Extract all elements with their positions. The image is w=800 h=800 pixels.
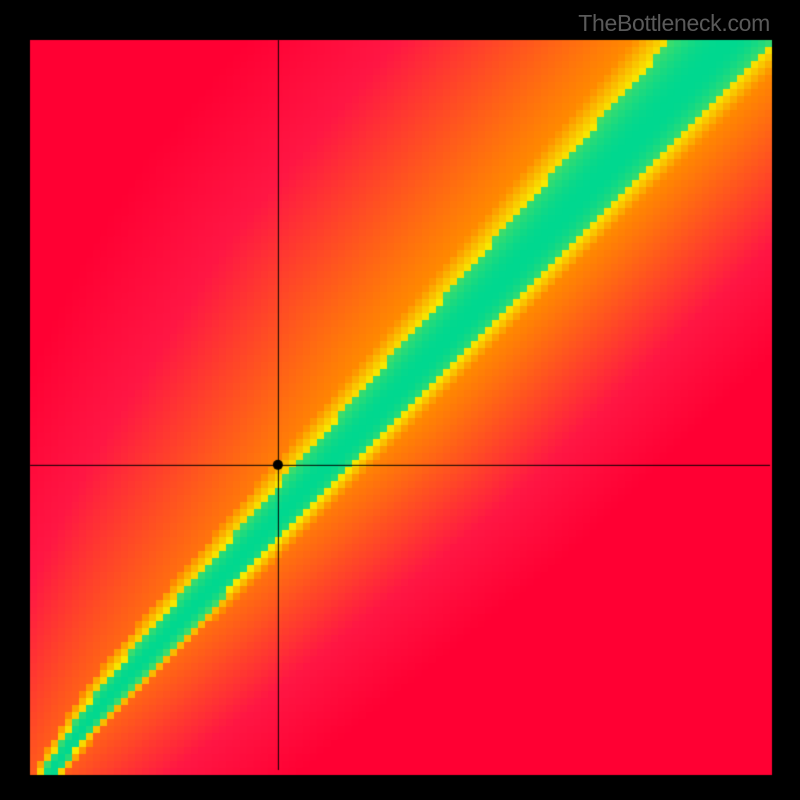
chart-container: TheBottleneck.com	[0, 0, 800, 800]
watermark-text: TheBottleneck.com	[578, 10, 770, 37]
crosshair-overlay	[0, 0, 800, 800]
